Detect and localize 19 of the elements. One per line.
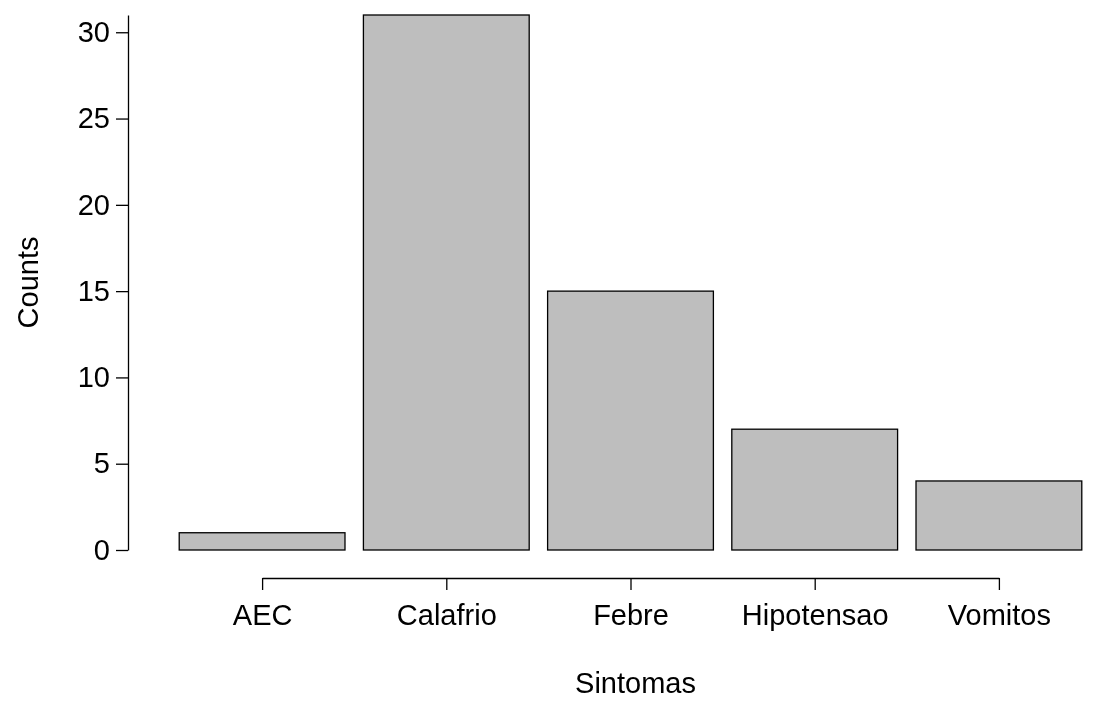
bar — [731, 428, 899, 551]
bar — [362, 14, 530, 551]
x-tick-label: AEC — [232, 598, 293, 631]
y-tick-label: 20 — [77, 188, 110, 221]
y-tick-label: 25 — [77, 102, 110, 135]
y-tick-label: 5 — [93, 447, 110, 480]
y-axis-title: Counts — [12, 236, 44, 329]
x-tick-label: Febre — [593, 598, 669, 631]
bar — [178, 532, 346, 551]
y-tick-label: 30 — [77, 16, 110, 49]
y-tick-label: 0 — [93, 533, 110, 566]
x-tick-label: Calafrio — [396, 598, 497, 631]
bar — [546, 290, 715, 551]
bar — [915, 480, 1083, 551]
x-tick-label: Vomitos — [947, 598, 1051, 631]
x-tick-label: Hipotensao — [741, 598, 889, 631]
y-tick-label: 10 — [77, 361, 110, 394]
x-axis-title: Sintomas — [575, 667, 696, 699]
y-tick-label: 15 — [77, 274, 110, 307]
